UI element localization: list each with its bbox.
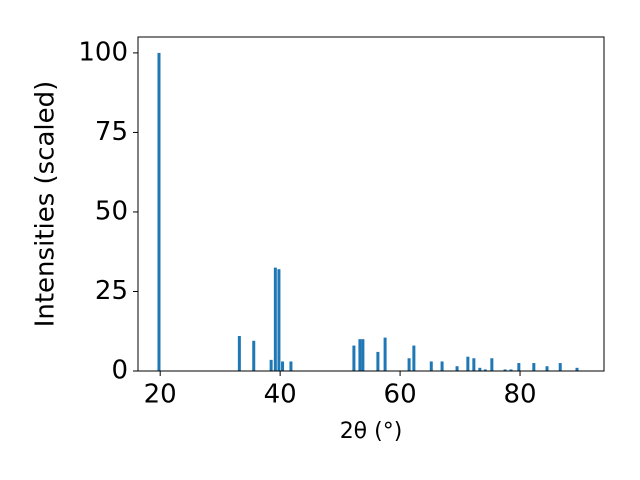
bar	[517, 363, 521, 371]
bar	[237, 336, 241, 371]
bar	[490, 358, 494, 371]
y-tick-label: 100	[78, 37, 128, 67]
bar	[376, 351, 380, 371]
bar	[532, 363, 536, 371]
bar	[412, 345, 416, 371]
bar	[429, 361, 433, 371]
y-axis-label: Intensities (scaled)	[31, 81, 61, 328]
y-tick-label: 50	[95, 196, 128, 226]
y-tick-label: 75	[95, 117, 128, 147]
bar	[358, 339, 362, 371]
bar	[472, 358, 476, 371]
x-axis-label: 2θ (°)	[340, 419, 403, 444]
x-tick-label: 60	[384, 380, 417, 410]
bar	[352, 345, 356, 371]
bar	[509, 369, 513, 371]
bar	[277, 269, 281, 371]
x-tick-label: 80	[503, 380, 536, 410]
bar	[157, 52, 161, 372]
bar	[407, 358, 411, 371]
y-tick-label: 0	[111, 356, 128, 386]
x-tick-label: 20	[144, 380, 177, 410]
bar	[252, 340, 256, 371]
bar	[558, 363, 562, 371]
bar	[455, 366, 459, 371]
bar	[273, 267, 277, 371]
bar	[440, 361, 444, 371]
plot-frame	[137, 36, 605, 372]
bar	[503, 369, 507, 371]
bar	[478, 367, 482, 371]
bar	[281, 361, 285, 371]
x-tick-label: 40	[264, 380, 297, 410]
bar	[361, 339, 365, 371]
bar	[466, 356, 470, 371]
bar	[289, 361, 293, 371]
bar	[383, 337, 387, 371]
y-tick-label: 25	[95, 276, 128, 306]
bar	[269, 359, 273, 371]
bar	[575, 367, 579, 371]
bar	[545, 366, 549, 371]
bar	[483, 369, 487, 371]
